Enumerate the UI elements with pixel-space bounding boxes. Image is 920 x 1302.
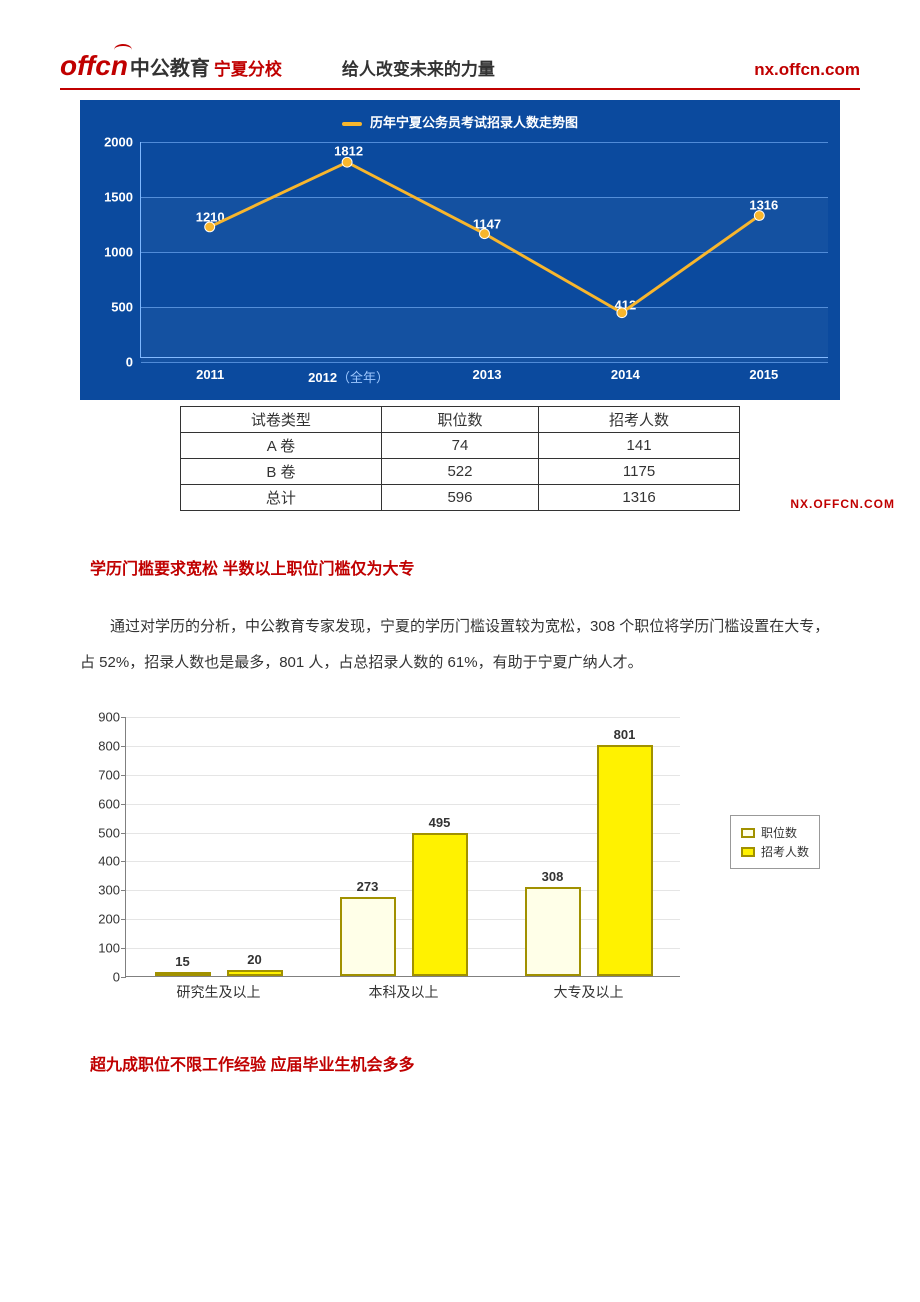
bar-chart-legend: 职位数 招考人数 xyxy=(730,815,820,869)
x-axis-label: 2014 xyxy=(611,367,640,382)
x-axis-label: 2012（全年） xyxy=(308,367,389,386)
bar xyxy=(597,745,653,976)
y-axis-label: 500 xyxy=(111,300,141,315)
bar xyxy=(340,897,396,976)
y-axis-label: 900 xyxy=(98,710,126,725)
table-header-cell: 试卷类型 xyxy=(181,407,382,433)
body-paragraph: 通过对学历的分析，中公教育专家发现，宁夏的学历门槛设置较为宽松，308 个职位将… xyxy=(80,609,840,681)
x-axis-label: 2015 xyxy=(749,367,778,382)
x-axis-label: 2013 xyxy=(473,367,502,382)
x-axis-label: 2011 xyxy=(196,367,224,382)
table-cell: A 卷 xyxy=(181,433,382,459)
data-label: 308 xyxy=(542,869,564,884)
data-label: 801 xyxy=(614,727,636,742)
legend-item: 职位数 xyxy=(741,824,809,841)
bar xyxy=(412,833,468,976)
bar xyxy=(525,887,581,976)
legend-item: 招考人数 xyxy=(741,843,809,860)
data-label: 495 xyxy=(429,815,451,830)
table-header-cell: 职位数 xyxy=(381,407,538,433)
line-chart-title: 历年宁夏公务员考试招录人数走势图 xyxy=(342,112,578,131)
line-chart-plot: 0500100015002000201112102012（全年）18122013… xyxy=(140,142,828,358)
table-row: 总计 596 1316 xyxy=(181,485,740,511)
logo-sub: 宁夏分校 xyxy=(214,55,282,80)
table-cell: 74 xyxy=(381,433,538,459)
y-axis-label: 1500 xyxy=(104,190,141,205)
y-axis-label: 200 xyxy=(98,912,126,927)
table-cell: 1316 xyxy=(539,485,740,511)
line-chart: 历年宁夏公务员考试招录人数走势图 05001000150020002011121… xyxy=(80,100,840,400)
y-axis-label: 2000 xyxy=(104,135,141,150)
table-row: B 卷 522 1175 xyxy=(181,459,740,485)
y-axis-label: 400 xyxy=(98,854,126,869)
data-label: 20 xyxy=(247,952,261,967)
table-header-cell: 招考人数 xyxy=(539,407,740,433)
line-chart-section: 历年宁夏公务员考试招录人数走势图 05001000150020002011121… xyxy=(60,100,860,400)
exam-table-wrap: 试卷类型 职位数 招考人数 A 卷 74 141 B 卷 522 1175 总计… xyxy=(180,406,740,511)
bar-chart-plot: 01002003004005006007008009001520研究生及以上27… xyxy=(125,717,680,977)
exam-table: 试卷类型 职位数 招考人数 A 卷 74 141 B 卷 522 1175 总计… xyxy=(180,406,740,511)
y-axis-label: 700 xyxy=(98,767,126,782)
y-axis-label: 300 xyxy=(98,883,126,898)
y-axis-label: 0 xyxy=(126,355,141,370)
page-header: offcn 中公教育 宁夏分校 给人改变未来的力量 nx.offcn.com xyxy=(60,40,860,90)
table-cell: 522 xyxy=(381,459,538,485)
table-cell: B 卷 xyxy=(181,459,382,485)
section-heading: 超九成职位不限工作经验 应届毕业生机会多多 xyxy=(90,1051,860,1075)
legend-swatch-icon xyxy=(741,828,755,838)
table-cell: 596 xyxy=(381,485,538,511)
table-cell: 1175 xyxy=(539,459,740,485)
section-heading: 学历门槛要求宽松 半数以上职位门槛仅为大专 xyxy=(90,555,860,579)
legend-label: 职位数 xyxy=(761,824,797,841)
y-axis-label: 0 xyxy=(113,970,126,985)
data-label: 273 xyxy=(357,879,379,894)
y-axis-label: 1000 xyxy=(104,245,141,260)
table-row: 试卷类型 职位数 招考人数 xyxy=(181,407,740,433)
bar-chart: 0 100 200 300 400 500 600 700 800 900 15 20 研究生及以上 27… xyxy=(60,707,820,1007)
y-axis-label: 600 xyxy=(98,796,126,811)
legend-label: 招考人数 xyxy=(761,843,809,860)
y-axis-label: 100 xyxy=(98,941,126,956)
site-url: nx.offcn.com xyxy=(754,60,860,80)
y-axis-label: 500 xyxy=(98,825,126,840)
y-axis-label: 800 xyxy=(98,738,126,753)
logo: offcn 中公教育 宁夏分校 xyxy=(60,50,282,82)
x-axis-label: 研究生及以上 xyxy=(177,982,261,1002)
data-label: 15 xyxy=(175,954,189,969)
watermark: NX.OFFCN.COM xyxy=(790,497,895,511)
table-cell: 141 xyxy=(539,433,740,459)
x-axis-label: 本科及以上 xyxy=(369,982,439,1002)
legend-swatch-icon xyxy=(741,847,755,857)
table-cell: 总计 xyxy=(181,485,382,511)
slogan: 给人改变未来的力量 xyxy=(342,55,495,80)
table-row: A 卷 74 141 xyxy=(181,433,740,459)
logo-en: offcn xyxy=(60,50,128,82)
logo-cn: 中公教育 xyxy=(130,52,210,81)
x-axis-label: 大专及以上 xyxy=(554,982,624,1002)
